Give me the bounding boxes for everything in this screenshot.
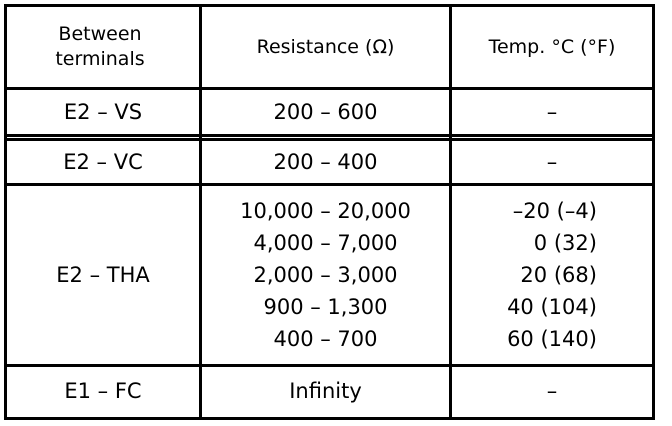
table-cell: E2 – THA: [56, 263, 150, 287]
column-divider: [199, 4, 202, 420]
cell-line: 0 (32): [533, 231, 597, 255]
cell-lines: 200 – 400: [273, 146, 377, 178]
cell-line: Infinity: [289, 378, 362, 403]
table-cell: E2 – VC: [63, 150, 143, 174]
cell-line: 400 – 700: [273, 327, 378, 351]
cell-lines: –: [547, 146, 558, 178]
header-cell: Resistance (Ω): [256, 35, 395, 58]
cell-lines: –: [547, 96, 558, 128]
cell-line: 2,000 – 3,000: [253, 263, 398, 287]
table-cell: –: [452, 141, 652, 183]
cell-line: 200 – 600: [273, 100, 378, 124]
header-cell: Between terminals: [55, 23, 145, 70]
row-divider: [4, 134, 655, 137]
cell-line: –: [546, 378, 558, 403]
row-divider: [4, 183, 655, 186]
cell-line: –20 (–4): [512, 199, 597, 223]
cell-line: –: [546, 100, 558, 124]
cell-line: 20 (68): [520, 263, 597, 287]
table-cell: –20 (–4) 0 (32) 20 (68) 40 (104) 60 (140): [452, 186, 652, 364]
row-divider: [4, 138, 655, 141]
cell-line: 60 (140): [507, 327, 597, 351]
table-cell: 200 – 400: [202, 141, 449, 183]
cell-lines: –20 (–4) 0 (32) 20 (68) 40 (104) 60 (140): [507, 195, 597, 355]
cell-lines: 10,000 – 20,000 4,000 – 7,000 2,000 – 3,00…: [240, 195, 411, 355]
row-divider: [4, 87, 655, 90]
cell-lines: Infinity: [289, 375, 362, 407]
cell-line: 200 – 400: [273, 150, 378, 174]
table-cell: 200 – 600: [202, 90, 449, 134]
table-cell: –: [452, 367, 652, 414]
table-cell: –: [452, 90, 652, 134]
column-divider: [449, 4, 452, 420]
cell-line: 4,000 – 7,000: [253, 231, 398, 255]
cell-line: 40 (104): [507, 295, 597, 319]
cell-line: 900 – 1,300: [263, 295, 388, 319]
cell-lines: –: [547, 375, 558, 407]
cell-line: –: [546, 150, 558, 174]
cell-line: 10,000 – 20,000: [240, 199, 411, 223]
header-cell: Temp. °C (°F): [488, 35, 616, 58]
table-cell: 10,000 – 20,000 4,000 – 7,000 2,000 – 3,00…: [202, 186, 449, 364]
table-border: [4, 4, 655, 420]
row-divider: [4, 364, 655, 367]
table-cell: Infinity: [202, 367, 449, 414]
table-cell: E2 – VS: [63, 100, 143, 124]
table-cell: E1 – FC: [64, 378, 142, 403]
cell-lines: 200 – 600: [273, 96, 377, 128]
